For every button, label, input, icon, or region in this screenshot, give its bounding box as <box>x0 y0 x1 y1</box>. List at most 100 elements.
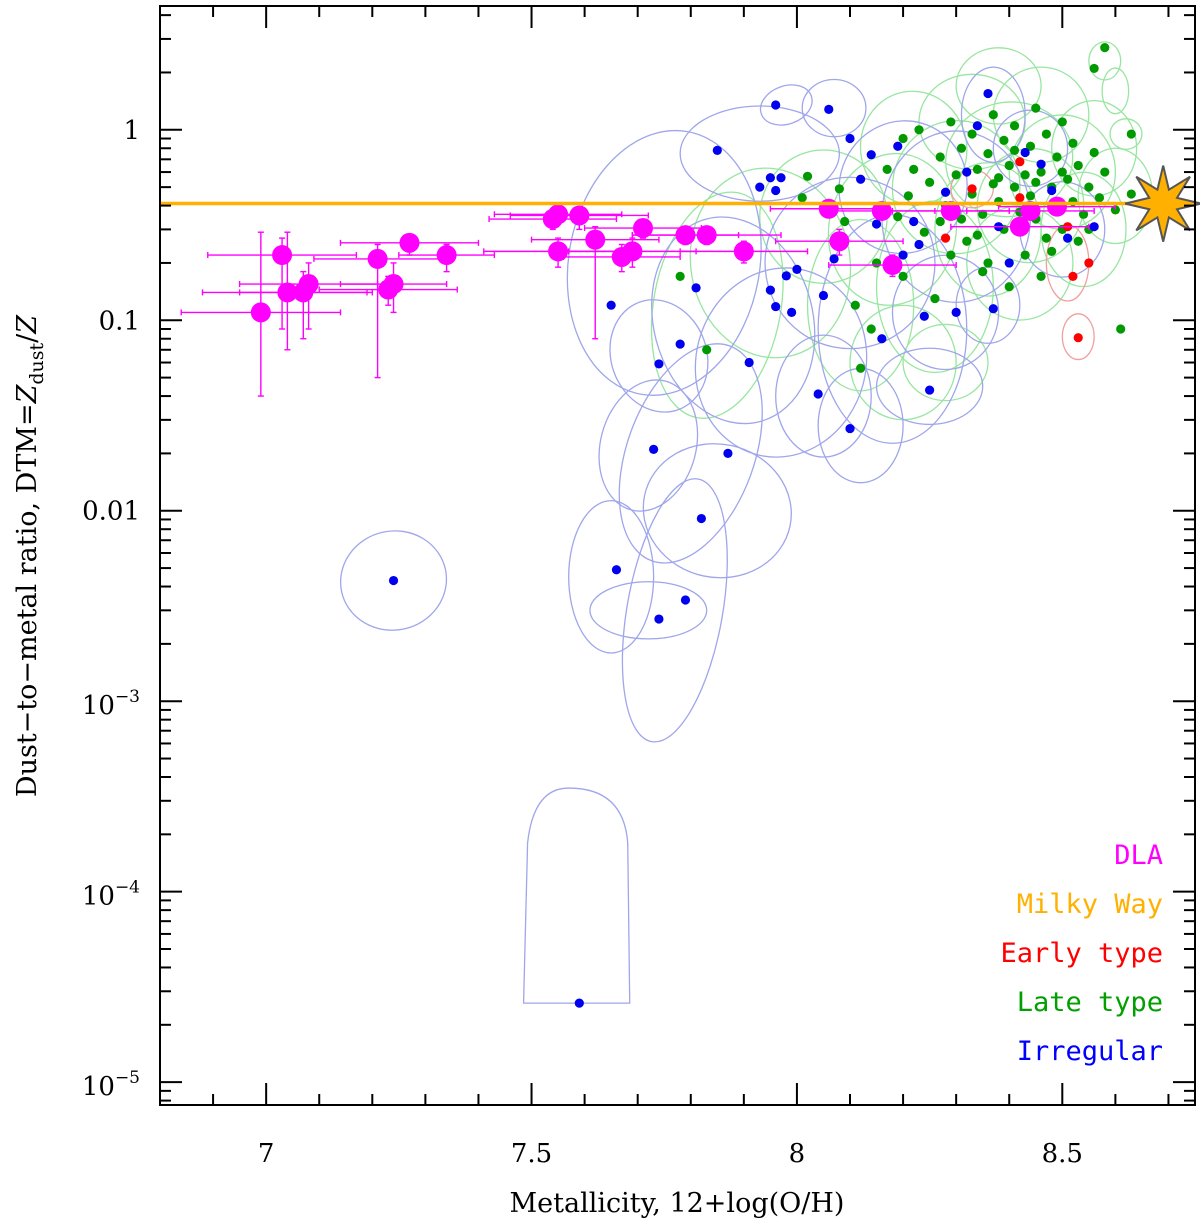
milky-way-layer <box>160 165 1200 242</box>
irregular-point <box>871 219 882 229</box>
irregular-error-ellipse <box>621 478 728 743</box>
irregular-error-ellipse <box>875 347 984 426</box>
late-type-point <box>946 117 956 127</box>
late-type-point <box>1084 182 1094 192</box>
irregular-point <box>951 307 961 317</box>
irregular-point <box>765 285 775 295</box>
dla-point-group <box>398 243 496 273</box>
irregular-point <box>781 271 791 281</box>
error-ellipses <box>339 41 1154 1004</box>
irregular-point <box>691 283 701 293</box>
late-type-point <box>914 125 924 135</box>
late-type-point <box>1078 209 1089 219</box>
irregular-point <box>1063 233 1073 243</box>
dla-point <box>548 241 569 262</box>
late-type-point <box>909 164 919 174</box>
dla-point-group <box>339 232 480 256</box>
irregular-point <box>919 311 929 321</box>
late-type-point <box>1047 246 1057 256</box>
late-type-point <box>1063 174 1073 184</box>
late-type-point <box>925 177 935 187</box>
dla-point <box>436 245 457 266</box>
dla-point <box>383 274 404 295</box>
irregular-error-ellipse <box>775 334 872 458</box>
late-type-point <box>1009 182 1020 192</box>
dla-point <box>622 241 643 262</box>
late-type-point <box>1020 250 1030 260</box>
late-type-point <box>1126 129 1136 139</box>
dla-point <box>272 245 293 266</box>
y-axis-title-prefix: Dust−to−metal ratio, DTM= <box>12 403 43 797</box>
late-type-point <box>1025 141 1036 151</box>
late-type-point <box>1031 103 1041 113</box>
late-type-point <box>898 133 908 144</box>
legend-dla: DLA <box>1114 840 1163 871</box>
late-type-point <box>1025 191 1036 201</box>
y-tick-label-exponent: −3 <box>115 687 140 707</box>
dla-point <box>399 232 420 253</box>
late-type-point <box>898 271 908 281</box>
irregular-point <box>893 141 903 151</box>
late-type-point <box>978 209 988 219</box>
dla-point <box>548 204 569 225</box>
late-type-point <box>983 258 993 268</box>
irregular-point <box>755 182 765 192</box>
dla-point-group <box>950 216 1090 237</box>
irregular-point <box>680 595 691 605</box>
irregular-point <box>654 614 664 624</box>
late-type-point <box>956 143 967 153</box>
irregular-point <box>866 150 876 160</box>
early-type-point <box>1084 258 1094 268</box>
late-type-point <box>1073 236 1083 246</box>
irregular-point <box>654 359 664 369</box>
irregular-point <box>771 301 781 312</box>
late-type-point <box>978 267 988 277</box>
irregular-point <box>962 167 972 177</box>
irregular-point <box>877 334 887 344</box>
irregular-point <box>983 88 993 99</box>
legend-late-type: Late type <box>1017 987 1163 1018</box>
dla-point <box>367 248 388 269</box>
dla-point-group <box>966 200 1095 221</box>
irregular-error-ellipse <box>759 84 813 126</box>
early-type-error-ellipse <box>1061 313 1095 361</box>
x-tick-label: 8.5 <box>1042 1139 1083 1169</box>
late-type-point <box>1041 233 1051 243</box>
irregular-point <box>675 339 685 349</box>
late-type-point <box>1110 205 1120 215</box>
late-type-point <box>850 300 860 310</box>
irregular-error-ellipse <box>764 176 936 350</box>
late-type-point <box>935 152 945 162</box>
irregular-error-ellipse <box>651 216 816 425</box>
late-type-error-ellipse <box>891 119 1021 255</box>
early-type-point <box>967 184 977 194</box>
late-type-point <box>1036 271 1046 281</box>
late-type-point <box>1031 177 1041 187</box>
irregular-point <box>824 104 834 114</box>
late-type-point <box>935 216 945 227</box>
late-type-point <box>856 363 866 373</box>
irregular-point <box>914 239 924 250</box>
x-tick-label: 7.5 <box>511 1139 552 1169</box>
dla-point-group <box>509 205 650 231</box>
late-type-point <box>1036 167 1046 177</box>
irregular-point <box>787 307 797 317</box>
late-type-point <box>999 135 1009 145</box>
late-type-error-ellipse <box>650 191 784 419</box>
x-tick-label: 8 <box>789 1139 806 1169</box>
irregular-point <box>925 385 935 395</box>
dla-point-group <box>631 225 782 246</box>
late-type-point <box>919 227 929 237</box>
late-type-point <box>930 293 940 304</box>
irregular-error-ellipse <box>618 343 763 564</box>
irregular-point <box>792 264 802 274</box>
y-axis-title-slash: / <box>12 333 43 343</box>
dla-point-group <box>313 243 443 379</box>
dla-point <box>871 200 892 221</box>
irregular-point <box>845 133 855 144</box>
late-type-point <box>675 271 685 281</box>
late-type-point <box>967 129 977 139</box>
dla-point-group <box>201 231 374 351</box>
scatter-points <box>388 43 1136 1008</box>
late-type-point <box>903 191 913 201</box>
